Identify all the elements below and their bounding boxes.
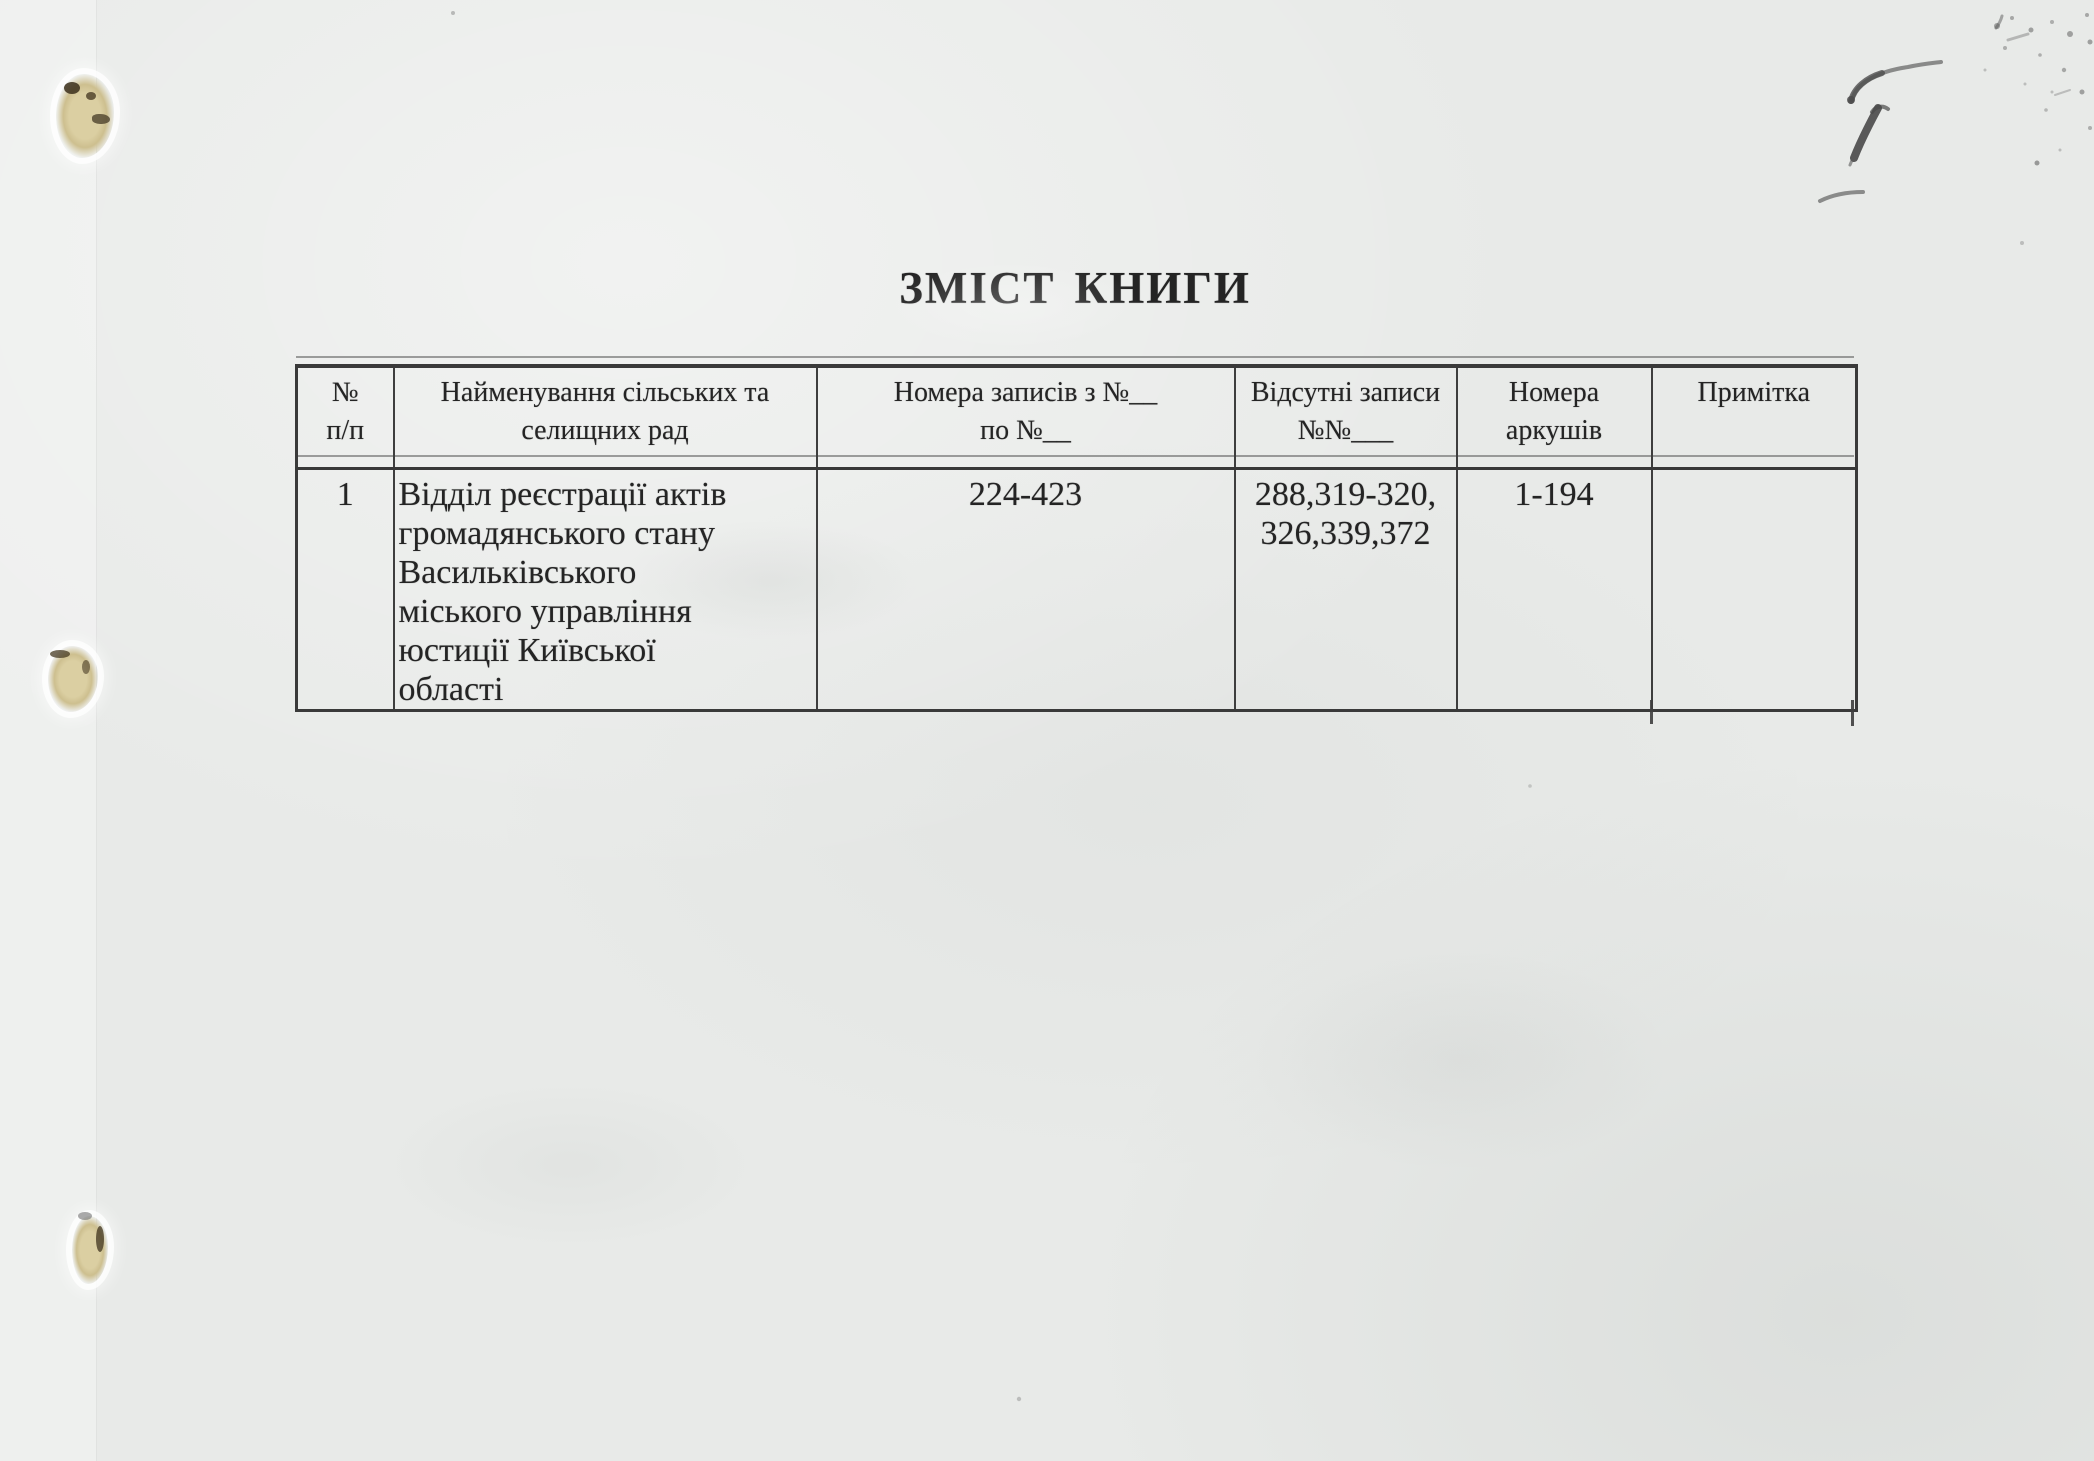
scan-line-overshoot bbox=[1650, 700, 1653, 724]
scan-double-rule-top bbox=[296, 356, 1854, 358]
torn-paper-edge bbox=[72, 1216, 108, 1284]
header-line: Номера bbox=[1508, 377, 1600, 408]
council-name-line: області bbox=[398, 671, 504, 708]
column-header-record-numbers: Номера записів з №__ по №__ bbox=[815, 365, 1236, 470]
cell-missing-records: 288,319-320, 326,339,372 bbox=[1233, 467, 1458, 712]
missing-records-line: 326,339,372 bbox=[1260, 515, 1431, 552]
header-line: Номера записів з №__ bbox=[893, 377, 1158, 408]
cell-note bbox=[1650, 467, 1858, 712]
cell-council-name: Відділ реєстрації актів громадянського с… bbox=[392, 467, 818, 712]
column-header-sheet-numbers: Номера аркушів bbox=[1455, 365, 1653, 470]
header-line: Примітка bbox=[1697, 377, 1811, 408]
council-name-line: Відділ реєстрації актів bbox=[398, 476, 727, 513]
tear-dark-speck bbox=[64, 82, 80, 94]
tear-dark-speck bbox=[78, 1212, 92, 1220]
tear-dark-speck bbox=[82, 660, 90, 674]
header-row: № п/п Найменування сільських та селищних… bbox=[295, 365, 1858, 470]
contents-table: № п/п Найменування сільських та селищних… bbox=[295, 364, 1858, 712]
council-name-line: юстиції Київської bbox=[398, 632, 656, 669]
pencil-stroke-group bbox=[1818, 14, 2071, 203]
header-line: Відсутні записи bbox=[1250, 377, 1441, 408]
column-header-note: Примітка bbox=[1650, 365, 1858, 470]
council-name-line: Васильківського bbox=[398, 554, 637, 591]
tear-dark-speck bbox=[92, 114, 110, 124]
header-line: селищних рад bbox=[521, 415, 689, 446]
paper-smudge bbox=[380, 1080, 760, 1250]
tear-dark-speck bbox=[96, 1226, 104, 1252]
header-line: аркушів bbox=[1505, 415, 1603, 446]
paper-smudge bbox=[1250, 950, 1670, 1170]
column-header-row-number: № п/п bbox=[295, 365, 395, 470]
column-header-missing-records: Відсутні записи №№___ bbox=[1233, 365, 1458, 470]
council-name-line: міського управління bbox=[398, 593, 692, 630]
scan-line-overshoot bbox=[1851, 700, 1854, 726]
header-line: п/п bbox=[326, 415, 365, 446]
tear-dark-speck bbox=[86, 92, 96, 100]
punch-hole-bottom bbox=[72, 1212, 108, 1284]
header-line: №№___ bbox=[1297, 415, 1394, 446]
page-title: ЗМІСТ КНИГИ bbox=[899, 263, 1251, 313]
missing-records-line: 288,319-320, bbox=[1254, 476, 1437, 513]
column-header-council-name: Найменування сільських та селищних рад bbox=[392, 365, 818, 470]
cell-sheet-numbers: 1-194 bbox=[1455, 467, 1653, 712]
header-line: Найменування сільських та bbox=[440, 377, 770, 408]
header-line: по №__ bbox=[980, 415, 1071, 446]
header-line: № bbox=[331, 377, 359, 408]
table-row: 1 Відділ реєстрації актів громадянського… bbox=[295, 467, 1858, 712]
punch-hole-middle bbox=[48, 646, 98, 712]
punch-hole-top bbox=[56, 74, 114, 158]
council-name-line: громадянського стану bbox=[398, 515, 715, 552]
cell-row-number: 1 bbox=[295, 467, 395, 712]
cell-records-range: 224-423 bbox=[815, 467, 1236, 712]
tear-dark-speck bbox=[50, 650, 70, 658]
